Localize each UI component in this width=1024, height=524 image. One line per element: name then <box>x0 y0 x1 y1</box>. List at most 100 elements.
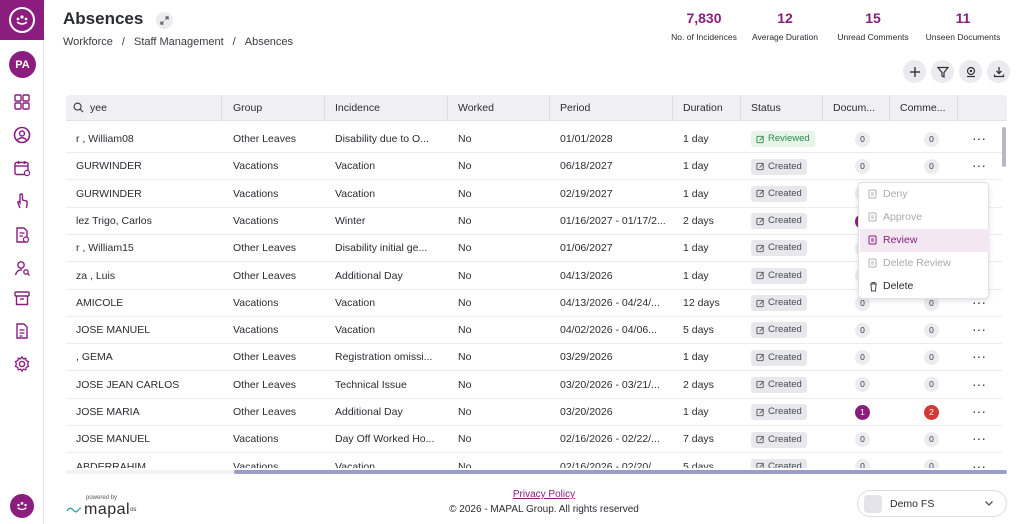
documents-count[interactable]: 0 <box>855 322 870 338</box>
table-row[interactable]: JOSE MANUEL Vacations Day Off Worked Ho...… <box>66 426 1002 454</box>
table-row[interactable]: r , William08 Other Leaves Disability due … <box>66 126 1002 153</box>
menu-item-delete[interactable]: Delete <box>860 275 989 298</box>
avatar[interactable]: PA <box>9 51 36 78</box>
archive-icon[interactable] <box>13 289 31 307</box>
comments-count[interactable]: 0 <box>924 159 939 175</box>
documents-count[interactable]: 1 <box>855 404 870 420</box>
documents-count[interactable]: 0 <box>855 295 870 311</box>
menu-item-review[interactable]: Review <box>860 229 989 252</box>
add-button[interactable] <box>903 60 926 83</box>
user-circle-icon[interactable] <box>13 126 31 144</box>
menu-item-approve[interactable]: Approve <box>860 206 989 229</box>
status-badge: Created <box>751 185 807 202</box>
cell-duration: 2 days <box>683 214 714 227</box>
cell-comments: 0 <box>914 153 959 180</box>
breadcrumb-workforce[interactable]: Workforce <box>63 36 113 48</box>
documents-count[interactable]: 0 <box>855 131 870 147</box>
documents-count[interactable]: 0 <box>855 432 870 448</box>
menu-item-label: Approve <box>883 211 923 223</box>
comments-count[interactable]: 0 <box>924 377 939 393</box>
cell-employee: JOSE MANUEL <box>76 324 151 337</box>
status-label: Created <box>768 297 802 309</box>
user-search-icon[interactable] <box>13 259 31 277</box>
search-icon[interactable] <box>73 102 84 113</box>
status-badge: Created <box>751 240 807 257</box>
documents-count[interactable]: 0 <box>855 350 870 366</box>
breadcrumb-staff-management[interactable]: Staff Management <box>133 36 224 48</box>
stat-label: Average Duration <box>752 32 818 42</box>
documents-count[interactable]: 0 <box>855 377 870 393</box>
table-row[interactable]: AMICOLE Vacations Vacation No 04/13/2026 - 0… <box>66 290 1002 317</box>
column-header-incidence[interactable]: Incidence <box>325 95 448 121</box>
column-header-group[interactable]: Group <box>223 95 325 121</box>
column-header-documents[interactable]: Docum... <box>823 95 890 121</box>
documents-count[interactable]: 0 <box>855 459 870 468</box>
status-label: Created <box>768 351 802 363</box>
table-row[interactable]: GURWINDER Vacations Vacation No 02/19/2027 1 … <box>66 181 1002 208</box>
row-more-button[interactable]: ··· <box>972 321 986 338</box>
privacy-policy-link[interactable]: Privacy Policy <box>512 489 576 500</box>
cell-worked: No <box>458 324 472 337</box>
comments-count[interactable]: 0 <box>924 322 939 338</box>
cell-status: Created <box>741 372 823 399</box>
row-more-button[interactable]: ··· <box>972 403 986 419</box>
table-row[interactable]: JOSE MANUEL Vacations Vacation No 04/02/2026… <box>66 317 1002 345</box>
cell-incidence: Additional Day <box>335 269 403 282</box>
row-more-button[interactable]: ··· <box>972 457 986 468</box>
bottom-logo-icon[interactable] <box>10 494 34 518</box>
table-row[interactable]: , GEMA Other Leaves Registration omissi...… <box>66 344 1002 372</box>
cell-group: Other Leaves <box>233 269 297 282</box>
expand-icon[interactable] <box>156 12 173 29</box>
download-button[interactable] <box>987 60 1010 83</box>
menu-item-deny[interactable]: Deny <box>860 183 989 206</box>
report-icon[interactable] <box>13 322 31 340</box>
table-row[interactable]: GURWINDER Vacations Vacation No 06/18/2027 1 … <box>66 153 1002 181</box>
row-context-menu: Deny Approve Review Delete Review Delete <box>858 182 989 299</box>
table-row[interactable]: ABDERRAHIM Vacations Vacation No 02/16/2026 … <box>66 454 1002 468</box>
comments-count[interactable]: 2 <box>924 404 939 420</box>
column-header-worked[interactable]: Worked <box>448 95 550 121</box>
hand-touch-icon[interactable] <box>13 192 31 210</box>
table-row[interactable]: JOSE JEAN CARLOS Other Leaves Technical Is… <box>66 372 1002 399</box>
cell-employee: JOSE MARIA <box>76 406 140 418</box>
cell-employee: GURWINDER <box>76 160 142 173</box>
horizontal-scrollbar[interactable] <box>234 470 1007 474</box>
cell-group: Vacations <box>233 160 279 173</box>
column-header-employee[interactable]: yee <box>66 95 222 121</box>
row-more-button[interactable]: ··· <box>972 130 986 146</box>
column-header-period[interactable]: Period <box>550 95 673 121</box>
menu-item-delete-review[interactable]: Delete Review <box>860 252 989 275</box>
status-badge: Created <box>751 322 807 339</box>
menu-item-label: Deny <box>883 188 908 200</box>
horizontal-scrollbar-track <box>66 470 1007 474</box>
documents-count[interactable]: 0 <box>855 159 870 175</box>
calendar-icon[interactable] <box>13 159 31 177</box>
breadcrumb: Workforce / Staff Management / Absences <box>63 36 293 48</box>
comments-count[interactable]: 0 <box>924 459 939 468</box>
filter-button[interactable] <box>931 60 954 83</box>
table-row[interactable]: za , Luis Other Leaves Additional Day No 04/… <box>66 263 1002 290</box>
comments-count[interactable]: 0 <box>924 350 939 366</box>
row-more-button[interactable]: ··· <box>972 348 986 365</box>
company-selector[interactable]: Demo FS <box>857 490 1007 517</box>
app-logo[interactable] <box>0 0 44 40</box>
document-settings-icon[interactable] <box>13 226 31 244</box>
row-more-button[interactable]: ··· <box>972 430 986 447</box>
table-row[interactable]: JOSE MARIA Other Leaves Additional Day No 03… <box>66 399 1002 426</box>
column-header-comments[interactable]: Comme... <box>890 95 958 121</box>
cell-worked: No <box>458 269 472 282</box>
row-more-button[interactable]: ··· <box>972 375 986 392</box>
comments-count[interactable]: 0 <box>924 432 939 448</box>
status-label: Created <box>768 215 802 227</box>
row-more-button[interactable]: ··· <box>972 157 986 174</box>
cell-period: 04/13/2026 <box>560 269 613 282</box>
cell-status: Reviewed <box>741 126 823 153</box>
dashboard-icon[interactable] <box>13 93 31 111</box>
column-header-status[interactable]: Status <box>741 95 823 121</box>
comments-count[interactable]: 0 <box>924 295 939 311</box>
settings-icon[interactable] <box>13 355 31 373</box>
vertical-scrollbar[interactable] <box>1002 127 1006 167</box>
location-button[interactable] <box>959 60 982 83</box>
column-header-duration[interactable]: Duration <box>673 95 741 121</box>
comments-count[interactable]: 0 <box>924 131 939 147</box>
